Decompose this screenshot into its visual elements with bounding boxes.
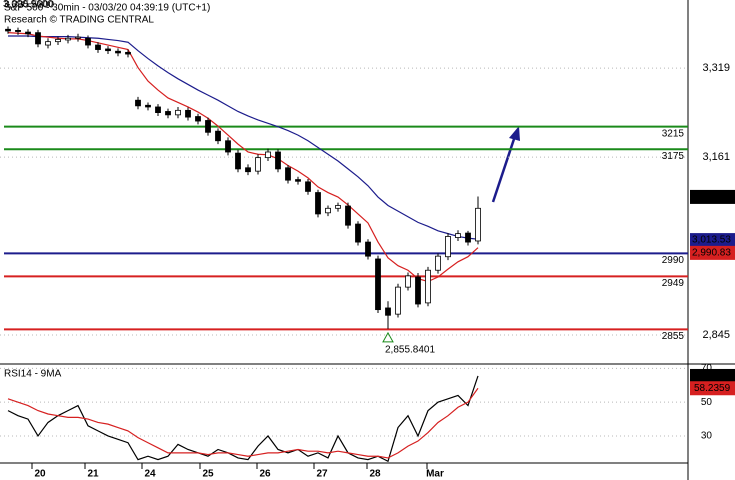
candle-body [205,120,211,133]
candle-body [355,223,361,243]
trend-arrow [491,135,517,203]
rsi-line [7,387,479,459]
y-tick-label: 3,319 [702,62,730,74]
x-tick-label: Mar [426,469,444,480]
candle-body [185,109,191,118]
price-badge [690,245,735,260]
rsi-badge [690,368,735,383]
candle-body [415,276,421,305]
candle-body [255,157,261,172]
candle-body [145,104,151,108]
candle-body [125,51,131,55]
candle-body [165,111,171,116]
candle-body [385,307,391,316]
level-label: 2855 [662,331,685,342]
candle-body [395,286,401,315]
low-marker [382,331,394,343]
candle-body [105,48,111,52]
arrow-head [509,126,520,141]
candle-body [375,258,381,311]
candle-body [235,152,241,170]
price-badge [690,233,735,248]
candle-body [295,179,301,182]
y-tick-label: 70 [701,363,713,374]
candle-body [305,181,311,192]
level-label: 2949 [662,278,685,289]
candle-body [15,30,21,32]
candle-body [75,36,81,39]
candle-body [85,37,91,46]
x-tick-label: 20 [34,469,46,480]
candle-body [435,255,441,271]
candle-body [425,269,431,304]
rsi-line [7,375,479,463]
chart-subtitle: Research © TRADING CENTRAL [4,15,154,26]
y-tick-label: 2,845 [702,329,730,341]
chart-title: S&P 500 - 30min - 03/03/20 04:39:19 (UTC… [4,3,210,14]
candle-body [245,167,251,173]
rsi-label: RSI14 - 9MA [4,369,62,380]
candle-body [285,167,291,181]
x-tick-label: 25 [202,469,214,480]
candle-body [275,151,281,170]
candle-body [475,207,481,242]
high-annotation: 3,090.9600 [3,0,53,10]
x-tick-label: 27 [316,469,328,480]
moving-average [8,35,479,240]
candle-body [335,205,341,209]
candle-body [45,41,51,46]
y-tick-label: 30 [701,431,713,442]
candle-body [35,32,41,45]
candle-body [265,151,271,159]
candle-body [175,109,181,116]
candle-body [315,192,321,215]
rsi-badge [690,381,735,396]
candle-body [445,236,451,258]
y-tick-label: 50 [701,397,713,408]
candle-body [465,232,471,243]
x-tick-label: 21 [87,469,99,480]
y-tick-label: 3,161 [702,151,730,163]
candle-body [345,205,351,226]
candle-body [65,37,71,41]
rsi-badge-label: 58.2359 [694,383,731,394]
rsi-badge-label: 65.5139 [694,371,731,382]
candle-body [455,233,461,238]
candle-body [155,106,161,113]
price-badge-label: 3,013.53 [692,235,731,246]
candle-body [195,116,201,122]
candle-body [225,140,231,153]
level-label: 3175 [662,151,685,162]
candle-body [25,31,31,35]
level-label: 2990 [662,255,685,266]
candle-body [365,241,371,257]
candle-body [95,44,101,50]
candle-body [405,275,411,288]
candle-body [5,28,11,32]
top-label: 3,335.5200 [4,0,54,11]
x-tick-label: 24 [144,469,156,480]
candle-body [135,99,141,107]
price-badge-label: 3,090.23 [692,192,731,203]
price-badge [690,189,735,204]
candle-body [55,39,61,43]
x-tick-label: 28 [369,469,381,480]
x-tick-label: 26 [259,469,271,480]
level-label: 3215 [662,128,685,139]
low-annotation: 2,855.8401 [385,345,435,356]
candle-body [215,130,221,142]
candle-body [115,50,121,54]
price-badge-label: 2,990.83 [692,248,731,259]
candle-body [325,207,331,214]
